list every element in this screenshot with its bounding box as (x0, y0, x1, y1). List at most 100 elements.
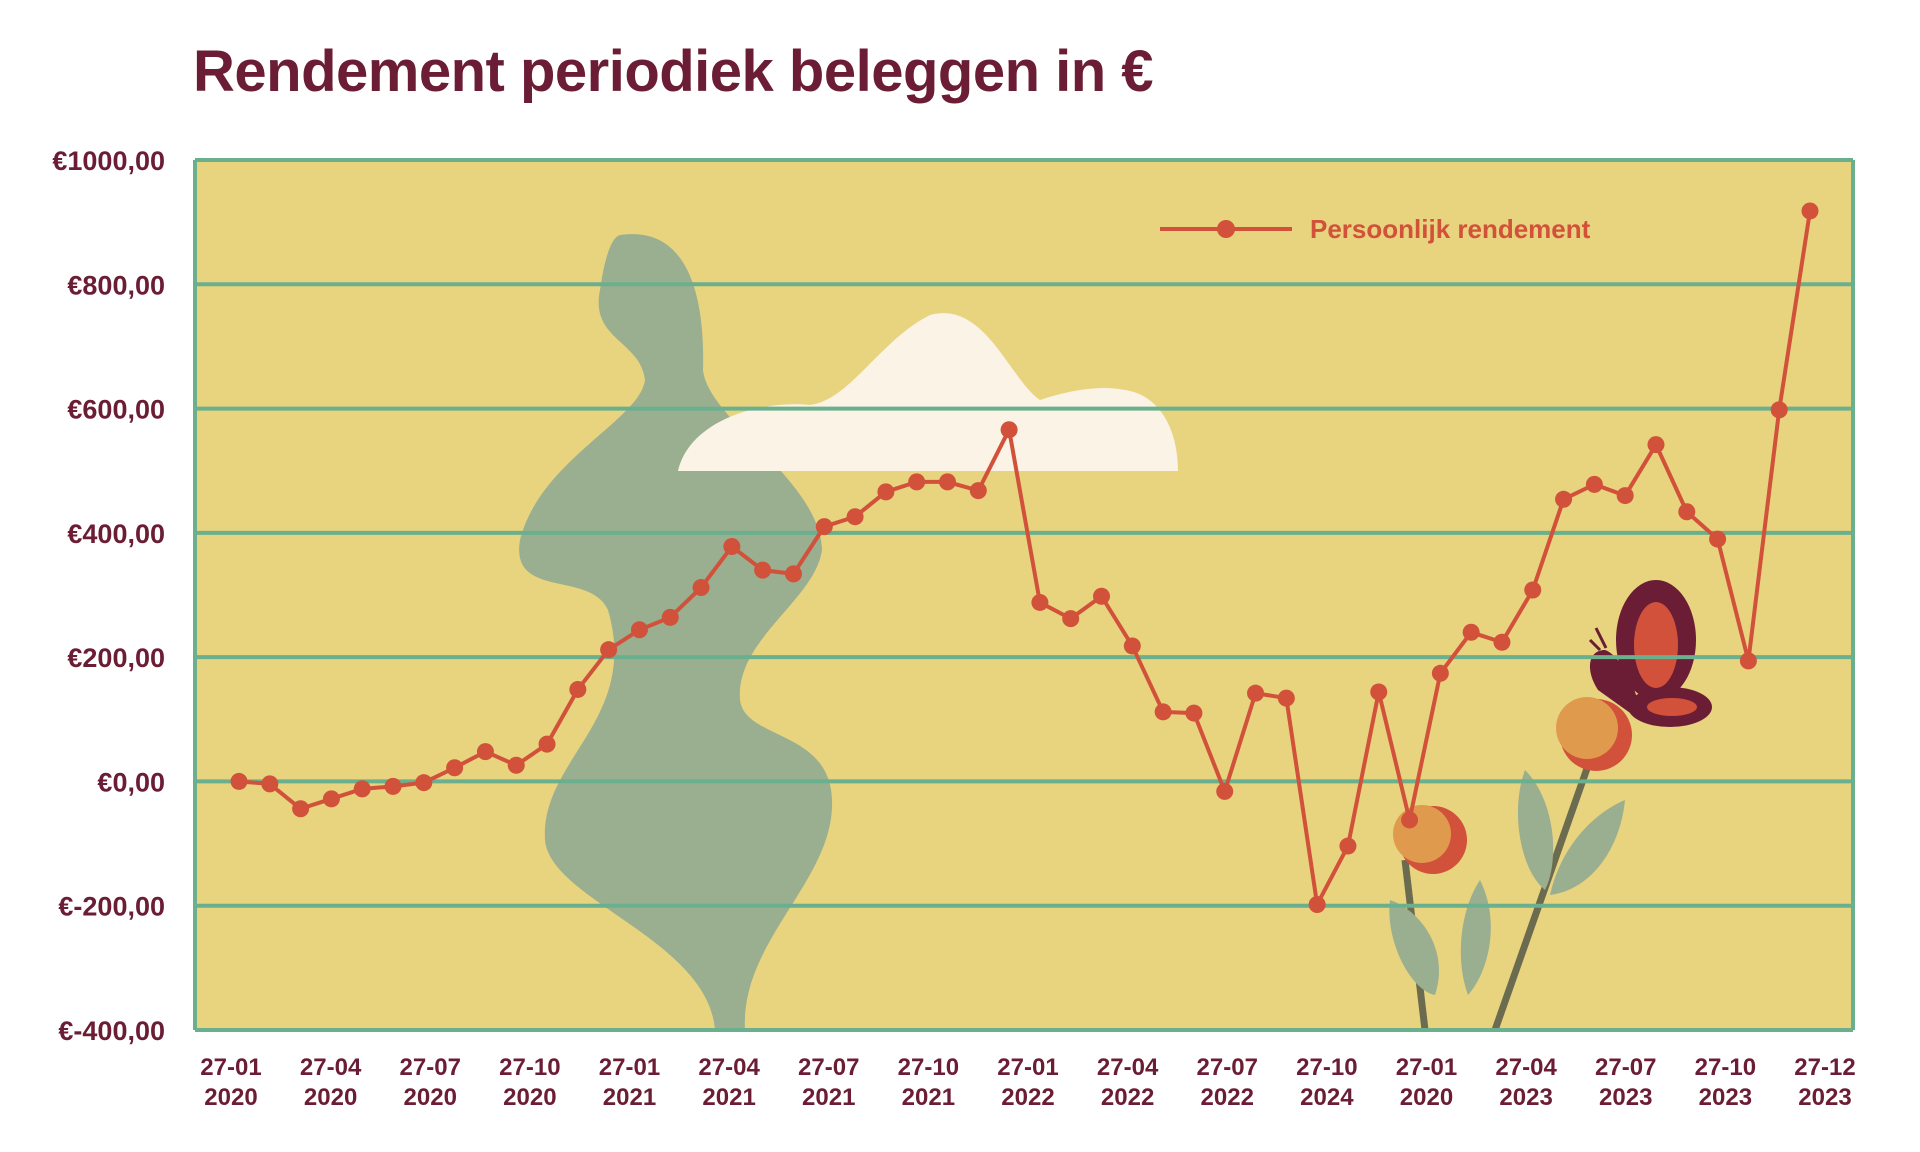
x-tick-label: 27-07 (1197, 1054, 1258, 1081)
series-line (238, 210, 1812, 907)
x-tick-label-year: 2021 (802, 1084, 855, 1111)
leaf (1550, 800, 1625, 895)
data-point (1031, 593, 1049, 611)
data-point (384, 777, 402, 795)
butterfly-antenna (1588, 627, 1608, 652)
x-tick-label: 27-01 (599, 1054, 660, 1081)
tree-illustration (519, 234, 833, 1031)
data-point (1709, 530, 1727, 548)
butterfly-body (1589, 650, 1640, 720)
x-tick-label-year: 2023 (1499, 1084, 1552, 1111)
data-point (292, 800, 310, 818)
x-tick-label: 27-12 (1794, 1054, 1855, 1081)
data-point (877, 483, 895, 501)
data-point (1093, 587, 1111, 605)
y-tick-label: €600,00 (67, 395, 165, 425)
x-tick-label-year: 2020 (304, 1084, 357, 1111)
x-tick-label-year: 2023 (1699, 1084, 1752, 1111)
legend: Persoonlijk rendement (1160, 214, 1591, 244)
data-point (1062, 610, 1080, 628)
x-tick-label: 27-04 (1097, 1054, 1159, 1081)
y-tick-label: €0,00 (97, 767, 165, 797)
data-point (538, 735, 556, 753)
leaf (1460, 880, 1491, 995)
data-point (692, 579, 710, 597)
y-tick-label: €-400,00 (58, 1016, 165, 1046)
data-point (446, 759, 464, 777)
x-tick-label-year: 2020 (1400, 1084, 1453, 1111)
data-point (784, 565, 802, 583)
data-point (261, 775, 279, 793)
data-point (1801, 202, 1819, 220)
x-tick-label: 27-01 (200, 1054, 261, 1081)
x-tick-label: 27-04 (698, 1054, 760, 1081)
data-point (1247, 684, 1265, 702)
data-point (600, 641, 618, 659)
y-tick-label: €200,00 (67, 643, 165, 673)
y-tick-label: €400,00 (67, 519, 165, 549)
x-tick-label-year: 2023 (1798, 1084, 1851, 1111)
x-tick-label-year: 2021 (902, 1084, 955, 1111)
x-tick-label-year: 2021 (702, 1084, 755, 1111)
data-point (1647, 436, 1665, 454)
data-point (938, 473, 956, 491)
data-point (846, 508, 864, 526)
butterfly-illustration (1588, 580, 1712, 727)
butterfly-wing-spot (1634, 602, 1678, 688)
data-point (507, 756, 525, 774)
data-point (353, 780, 371, 798)
data-point (1431, 664, 1449, 682)
data-point (476, 743, 494, 761)
data-point (754, 561, 772, 579)
data-point (1154, 703, 1172, 721)
data-point (1370, 683, 1388, 701)
data-point (1585, 475, 1603, 493)
data-point (1339, 837, 1357, 855)
x-tick-label: 27-04 (300, 1054, 362, 1081)
data-point (1216, 782, 1234, 800)
data-point (1308, 895, 1326, 913)
data-point (1493, 633, 1511, 651)
data-point (815, 518, 833, 536)
cloud-illustration (678, 313, 1178, 471)
data-point (1462, 623, 1480, 641)
x-tick-label: 27-07 (1595, 1054, 1656, 1081)
data-point (723, 538, 741, 556)
y-tick-label: €-200,00 (58, 892, 165, 922)
data-point (630, 621, 648, 639)
data-point (1524, 581, 1542, 599)
y-axis-ticks: €1000,00 €800,00 €600,00 €400,00 €200,00 €0,0… (52, 146, 165, 1046)
plant-stem (1491, 758, 1594, 1032)
x-tick-label-year: 2024 (1300, 1084, 1354, 1111)
leaf (1517, 770, 1554, 890)
data-point (1739, 652, 1757, 670)
data-point (661, 608, 679, 626)
data-point (1770, 401, 1788, 419)
series-persoonlijk-rendement (230, 202, 1819, 913)
x-tick-label: 27-10 (499, 1054, 560, 1081)
x-tick-label: 27-07 (798, 1054, 859, 1081)
x-tick-label: 27-10 (898, 1054, 959, 1081)
data-point (1401, 811, 1419, 829)
data-point (415, 774, 433, 792)
y-tick-label: €1000,00 (52, 146, 165, 176)
x-tick-label-year: 2021 (603, 1084, 656, 1111)
x-tick-label: 27-10 (1296, 1054, 1357, 1081)
x-tick-label-year: 2022 (1001, 1084, 1054, 1111)
data-point (1185, 704, 1203, 722)
butterfly-wing-spot (1647, 698, 1697, 716)
x-tick-label-year: 2020 (404, 1084, 457, 1111)
leaf (1389, 900, 1439, 995)
data-point (1678, 503, 1696, 521)
data-point (969, 482, 987, 500)
x-tick-label-year: 2022 (1201, 1084, 1254, 1111)
data-point (1616, 487, 1634, 505)
data-point (1123, 637, 1141, 655)
chart-title: Rendement periodiek beleggen in € (193, 39, 1154, 104)
legend-label: Persoonlijk rendement (1310, 214, 1591, 244)
data-point (322, 790, 340, 808)
gridlines (193, 158, 1855, 1032)
data-point (1555, 490, 1573, 508)
x-tick-label: 27-01 (1396, 1054, 1457, 1081)
